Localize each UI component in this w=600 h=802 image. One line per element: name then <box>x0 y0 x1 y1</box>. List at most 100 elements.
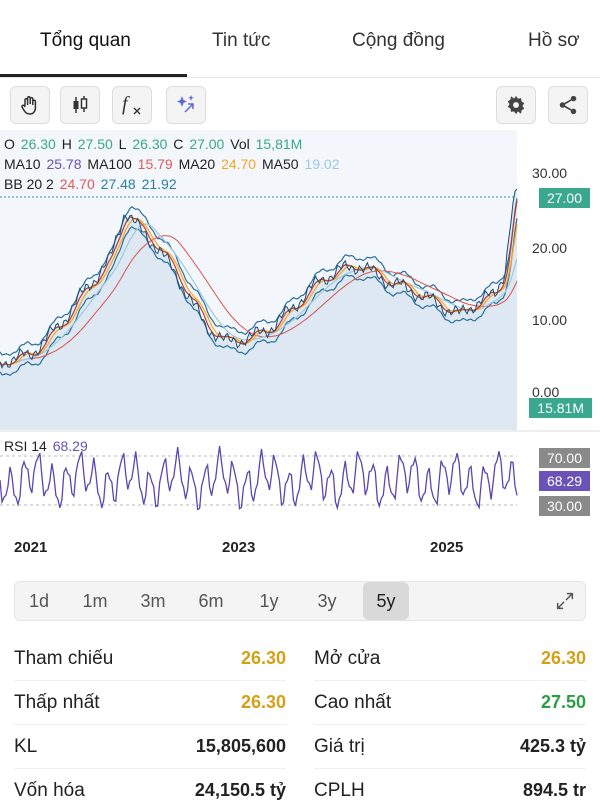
fx-label: f <box>122 93 130 115</box>
vol-value: 15,81M <box>255 136 303 152</box>
low-value: 26.30 <box>132 136 168 152</box>
fullscreen-button[interactable] <box>547 582 583 620</box>
tab-overview[interactable]: Tổng quan <box>40 30 131 51</box>
indicators-button[interactable]: f <box>112 86 152 124</box>
ai-button[interactable] <box>166 86 206 124</box>
rsi-legend: RSI 14 68.29 <box>4 438 90 454</box>
stat-value-volume: 15,805,600 <box>195 736 286 756</box>
bb-upper-value: 27.48 <box>100 176 136 192</box>
rsi-line <box>0 446 518 511</box>
row-divider <box>314 724 586 725</box>
share-icon <box>559 95 577 115</box>
stat-value-reference: 26.30 <box>240 648 286 668</box>
range-1d[interactable]: 1d <box>28 590 50 611</box>
chart-type-button[interactable] <box>60 86 100 124</box>
price-line <box>0 188 518 369</box>
stat-label-reference: Tham chiếu <box>14 648 114 669</box>
y-tick-0: 0.00 <box>532 384 560 400</box>
row-divider <box>14 768 286 769</box>
bb-lower-line <box>0 218 518 377</box>
range-3m[interactable]: 3m <box>140 590 166 611</box>
close-label: C <box>173 136 184 152</box>
range-selector: 1d 1m 3m 6m 1y 3y 5y <box>14 581 586 621</box>
range-5y[interactable]: 5y <box>363 582 409 620</box>
ma100-value: 15.79 <box>137 156 173 172</box>
price-chart[interactable]: O 26.30 H 27.50 L 26.30 C 27.00 Vol 15,8… <box>0 130 600 530</box>
share-button[interactable] <box>548 86 588 124</box>
settings-icon <box>507 95 525 115</box>
bb-legend: BB 20 2 24.70 27.48 21.92 <box>4 176 179 192</box>
open-value: 26.30 <box>20 136 56 152</box>
stat-label-high: Cao nhất <box>314 692 392 713</box>
volume-tag: 15.81M <box>529 398 592 418</box>
tab-news[interactable]: Tin tức <box>212 30 271 51</box>
y-tick-10: 10.00 <box>532 312 568 328</box>
y-tick-30: 30.00 <box>532 165 568 181</box>
range-3y[interactable]: 3y <box>317 590 337 611</box>
ma100-label: MA100 <box>87 156 132 172</box>
ma20-value: 24.70 <box>221 156 257 172</box>
stat-value-high: 27.50 <box>540 692 586 712</box>
row-divider <box>14 680 286 681</box>
price-area <box>0 188 517 430</box>
range-6m[interactable]: 6m <box>198 590 224 611</box>
rsi-label: RSI 14 <box>4 438 47 454</box>
ma20-line <box>0 217 518 366</box>
close-value: 27.00 <box>189 136 225 152</box>
stat-label-open: Mở cửa <box>314 648 381 669</box>
high-label: H <box>61 136 72 152</box>
ma100-line <box>0 235 518 366</box>
ma50-value: 19.02 <box>304 156 340 172</box>
expand-icon <box>556 592 574 610</box>
function-icon: f <box>122 93 141 115</box>
year-2023: 2023 <box>222 539 256 556</box>
bb-upper-line <box>0 198 518 357</box>
top-tabs: Tổng quan Tin tức Cộng đồng Hồ sơ <box>0 0 600 78</box>
active-tab-indicator <box>0 74 187 77</box>
stat-value-market-cap: 24,150.5 tỷ <box>194 780 286 800</box>
stat-label-shares: CPLH <box>314 780 365 801</box>
rsi-current-tag: 68.29 <box>538 471 590 491</box>
stat-label-low: Thấp nhất <box>14 692 100 713</box>
settings-button[interactable] <box>496 86 536 124</box>
y-tick-20: 20.00 <box>532 240 568 256</box>
chart-canvas[interactable] <box>0 130 600 530</box>
ohlc-legend: O 26.30 H 27.50 L 26.30 C 27.00 Vol 15,8… <box>4 136 304 152</box>
row-divider <box>14 724 286 725</box>
range-1m[interactable]: 1m <box>82 590 108 611</box>
tab-profile[interactable]: Hồ sơ <box>528 30 580 51</box>
hand-button[interactable] <box>10 86 50 124</box>
stat-value-value: 425.3 tỷ <box>519 736 586 756</box>
hand-icon <box>21 96 37 115</box>
bb-lower-value: 21.92 <box>141 176 177 192</box>
stat-label-value: Giá trị <box>314 736 365 757</box>
rsi-70-tag: 70.00 <box>538 448 590 468</box>
sparkle-icon <box>177 95 194 113</box>
year-2021: 2021 <box>14 539 48 556</box>
bb-label: BB 20 2 <box>4 176 54 192</box>
year-2025: 2025 <box>430 539 464 556</box>
ma10-label: MA10 <box>4 156 41 172</box>
stat-value-low: 26.30 <box>240 692 286 712</box>
bb-mid-value: 24.70 <box>59 176 95 192</box>
stat-label-market-cap: Vốn hóa <box>14 780 85 801</box>
ma50-label: MA50 <box>262 156 299 172</box>
ma20-label: MA20 <box>178 156 216 172</box>
stat-value-open: 26.30 <box>540 648 586 668</box>
rsi-30-tag: 30.00 <box>538 496 590 516</box>
rsi-value: 68.29 <box>52 438 88 454</box>
ma-legend: MA10 25.78 MA100 15.79 MA20 24.70 MA50 1… <box>4 156 342 172</box>
stat-value-shares: 894.5 tr <box>522 780 586 800</box>
row-divider <box>314 680 586 681</box>
range-1y[interactable]: 1y <box>259 590 279 611</box>
candlestick-icon <box>73 96 88 113</box>
vol-label: Vol <box>230 136 250 152</box>
low-label: L <box>118 136 127 152</box>
row-divider <box>314 768 586 769</box>
chart-toolbar: f <box>0 86 600 126</box>
stat-label-volume: KL <box>14 736 38 757</box>
ma50-line <box>0 223 518 366</box>
last-price-tag: 27.00 <box>538 188 590 208</box>
ma10-value: 25.78 <box>46 156 82 172</box>
tab-community[interactable]: Cộng đồng <box>352 30 445 51</box>
